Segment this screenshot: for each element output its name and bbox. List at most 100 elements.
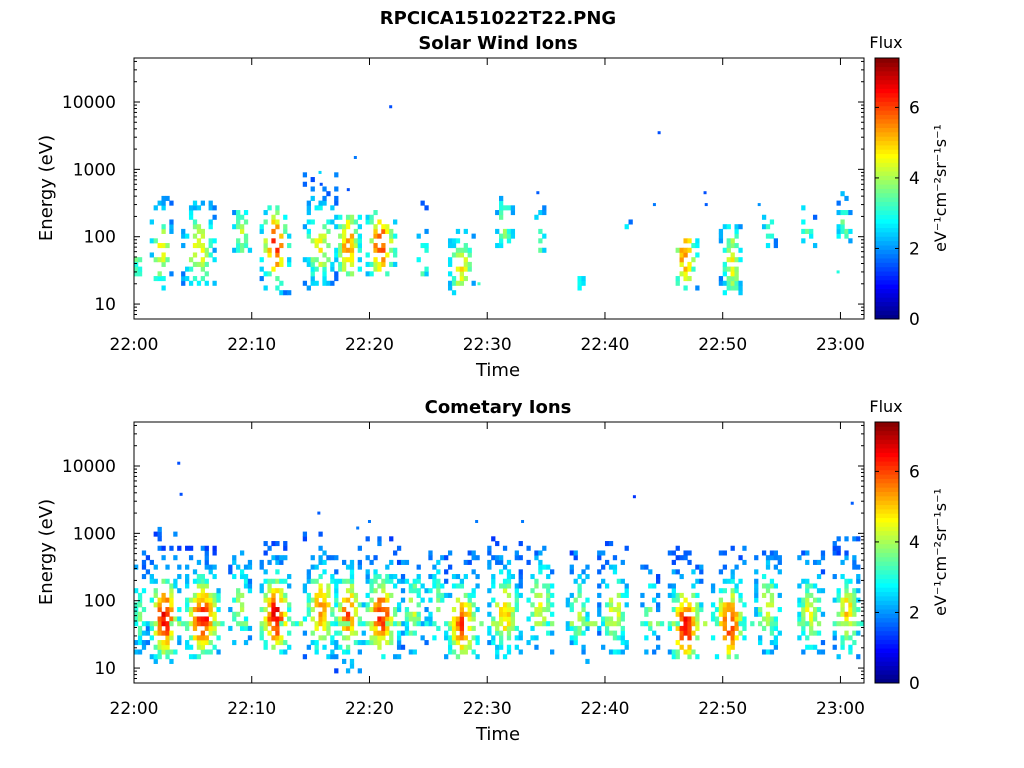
heatmap-cell (236, 210, 241, 216)
heatmap-cell (754, 597, 759, 603)
heatmap-cell (856, 597, 861, 603)
heatmap-cell (687, 621, 692, 627)
heatmap-cell (416, 257, 421, 263)
heatmap-cell (161, 649, 166, 655)
heatmap-cell (499, 635, 504, 641)
heatmap-cell (455, 280, 461, 286)
heatmap-cell (459, 621, 465, 627)
x-tick-label: 22:10 (227, 335, 276, 355)
heatmap-cell (616, 607, 622, 613)
heatmap-cell (357, 640, 362, 646)
heatmap-cell (495, 644, 500, 650)
heatmap-cell (208, 243, 213, 249)
colorbar-title: Flux (869, 397, 902, 416)
heatmap-cell (765, 224, 771, 230)
heatmap-cell (683, 266, 688, 272)
data-point (317, 511, 321, 515)
heatmap-cell (153, 654, 158, 660)
heatmap-cell (326, 630, 331, 636)
heatmap-cell (809, 644, 814, 650)
heatmap-cell (377, 644, 382, 650)
heatmap-cell (797, 611, 802, 617)
heatmap-cell (279, 233, 284, 239)
heatmap-cell (181, 243, 186, 249)
heatmap-cell (381, 635, 386, 641)
heatmap-cell (412, 616, 417, 622)
heatmap-cell (569, 602, 574, 608)
heatmap-cell (326, 243, 331, 249)
heatmap-cell (805, 607, 810, 613)
heatmap-cell (177, 574, 182, 580)
panel-title: Solar Wind Ions (418, 33, 577, 54)
heatmap-cell (236, 219, 241, 225)
heatmap-cell (604, 602, 610, 608)
heatmap-cell (306, 592, 311, 598)
heatmap-cell (616, 578, 622, 584)
heatmap-cell (820, 640, 826, 646)
heatmap-cell (463, 228, 468, 234)
heatmap-cell (389, 616, 394, 622)
heatmap-cell (396, 559, 402, 565)
heatmap-cell (302, 531, 308, 537)
heatmap-cell (816, 588, 822, 594)
x-tick-label: 22:00 (110, 699, 159, 719)
heatmap-cell (593, 621, 598, 627)
heatmap-cell (758, 621, 763, 627)
heatmap-cell (812, 607, 818, 613)
heatmap-cell (157, 621, 162, 627)
heatmap-cell (538, 607, 543, 613)
colorbar-segment (875, 118, 899, 124)
heatmap-cell (467, 261, 472, 267)
heatmap-cell (342, 578, 347, 584)
heatmap-cell (369, 238, 374, 244)
heatmap-cell (451, 621, 457, 627)
heatmap-cell (624, 224, 629, 230)
heatmap-cell (581, 602, 586, 608)
heatmap-cell (718, 238, 724, 244)
heatmap-cell (196, 616, 202, 622)
colorbar-segment (875, 574, 899, 579)
heatmap-cell (487, 550, 492, 556)
heatmap-cell (153, 238, 158, 244)
heatmap-cell (263, 625, 268, 631)
heatmap-cell (169, 635, 174, 641)
heatmap-cell (169, 583, 174, 589)
heatmap-cell (322, 597, 327, 603)
heatmap-cell (404, 616, 410, 622)
heatmap-cell (393, 607, 398, 613)
heatmap-cell (844, 583, 849, 589)
heatmap-cell (275, 252, 280, 258)
heatmap-cell (389, 559, 394, 565)
heatmap-cell (585, 616, 590, 622)
heatmap-cell (177, 564, 182, 570)
heatmap-cell (471, 588, 476, 594)
heatmap-cell (141, 564, 147, 570)
heatmap-cell (695, 243, 700, 249)
y-tick-label: 10 (94, 659, 116, 679)
heatmap-cell (616, 649, 622, 655)
heatmap-cell (518, 541, 523, 547)
heatmap-cell (679, 630, 684, 636)
heatmap-cell (459, 252, 465, 258)
heatmap-cell (710, 588, 716, 594)
heatmap-cell (381, 228, 386, 234)
heatmap-cell (181, 276, 186, 282)
heatmap-cell (192, 276, 198, 282)
heatmap-cell (145, 640, 151, 646)
heatmap-cell (271, 228, 276, 234)
heatmap-cell (526, 616, 531, 622)
heatmap-cell (196, 205, 202, 211)
heatmap-cell (495, 602, 500, 608)
heatmap-cell (196, 559, 202, 565)
heatmap-cell (381, 257, 386, 263)
heatmap-cell (196, 243, 202, 249)
heatmap-cell (349, 271, 355, 277)
data-point (704, 203, 708, 207)
heatmap-cell (679, 252, 684, 258)
heatmap-cell (396, 635, 402, 641)
heatmap-cell (534, 607, 539, 613)
heatmap-cell (326, 219, 331, 225)
data-point (318, 170, 322, 174)
heatmap-cell (236, 597, 241, 603)
heatmap-cell (518, 555, 523, 561)
